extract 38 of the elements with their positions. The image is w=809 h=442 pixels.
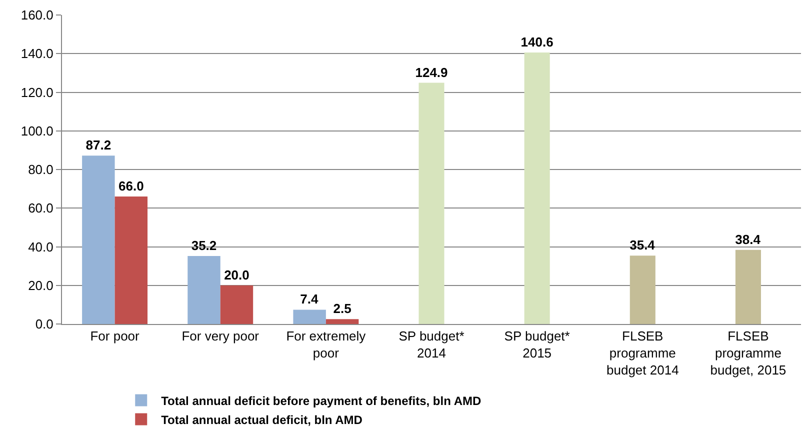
y-tick-label: 40.0 [28,239,54,254]
data-label: 35.4 [630,238,656,253]
x-tick-label: FLSEB programme budget 2014 [606,328,679,378]
x-tick-label: For poor [90,328,140,344]
data-label: 20.0 [224,267,250,282]
x-tick-label: FLSEB programme budget, 2015 [710,328,786,378]
data-label: 87.2 [86,138,112,153]
bar [326,319,359,324]
legend-label: Total annual actual deficit, bln AMD [161,412,363,427]
bar [188,256,220,324]
bar [293,310,326,324]
data-label: 7.4 [300,292,319,307]
y-tick-label: 20.0 [28,278,54,293]
x-tick-label: SP budget* 2015 [504,328,570,360]
x-tick-label: SP budget* 2014 [398,328,464,360]
x-tick-label: For very poor [182,328,260,344]
y-tick-label: 0.0 [35,316,54,332]
bar [418,82,444,324]
data-label: 38.4 [735,232,762,247]
data-label: 124.9 [415,64,448,80]
data-label: 2.5 [333,301,352,316]
y-tick-label: 140.0 [20,46,54,62]
y-tick-label: 80.0 [28,162,54,178]
y-tick-label: 160.0 [20,8,54,23]
bar [82,156,115,324]
bar [524,52,550,324]
bar [220,285,254,324]
y-tick-label: 60.0 [28,200,54,216]
x-tick-label: For extremely poor [286,328,366,360]
bar [114,196,148,324]
data-label: 140.6 [520,34,554,50]
y-tick-label: 100.0 [20,123,54,138]
legend-label: Total annual deficit before payment of benefits, bln AMD [161,394,482,408]
data-label: 66.0 [118,178,144,194]
bar [630,256,656,324]
y-tick-label: 120.0 [20,84,54,100]
bar [735,250,761,324]
data-label: 35.2 [191,238,217,254]
